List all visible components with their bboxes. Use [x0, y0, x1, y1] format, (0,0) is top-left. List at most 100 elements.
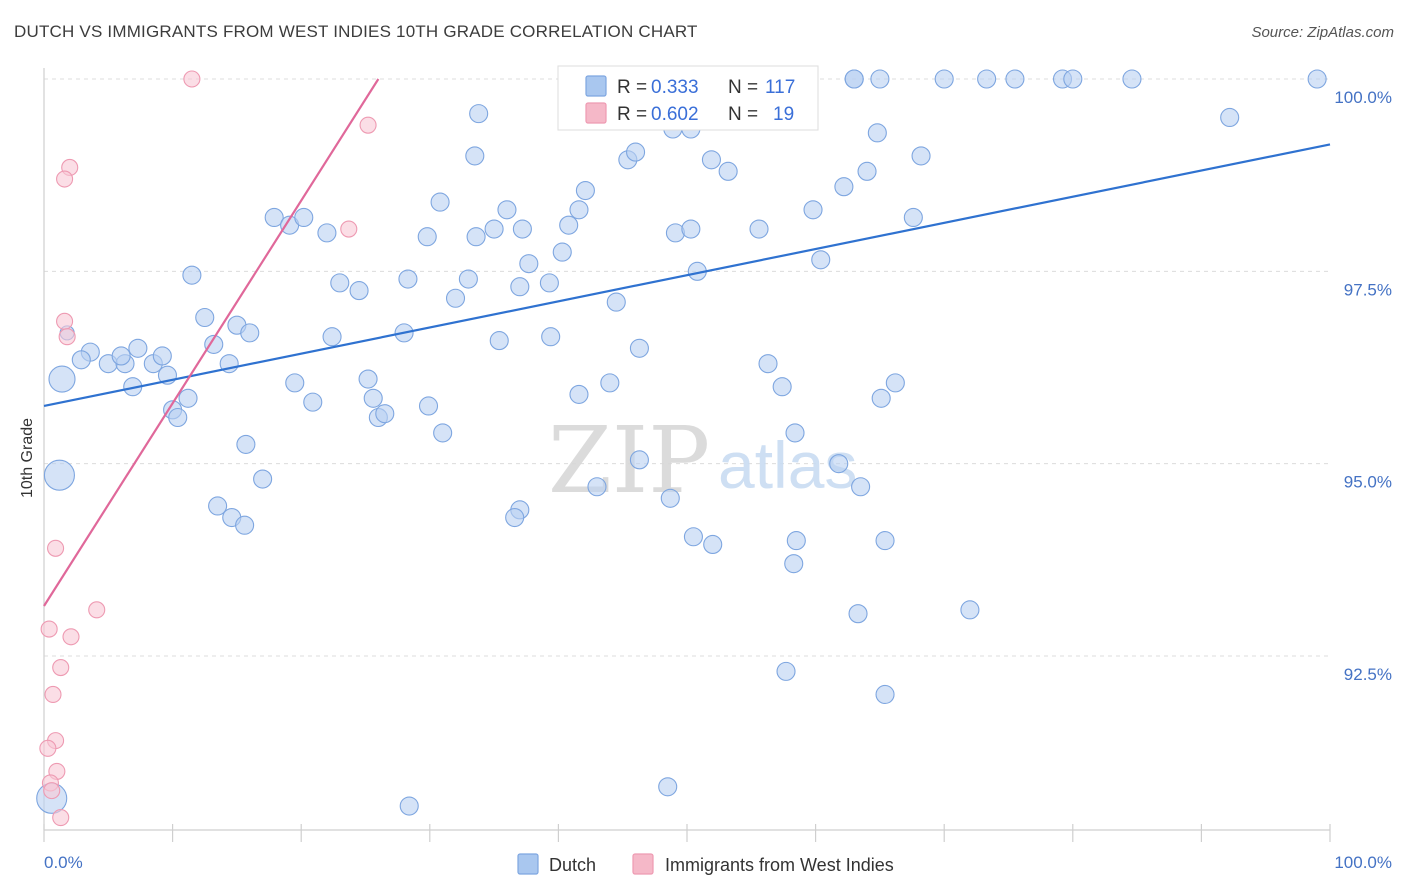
dutch-point-107 — [660, 488, 680, 508]
dutch-point-98 — [1063, 69, 1083, 89]
dutch-point-50 — [489, 331, 509, 351]
dutch-point-115 — [848, 604, 868, 624]
x-tick-label-1: 100.0% — [1334, 853, 1392, 872]
dutch-point-116 — [960, 600, 980, 620]
dutch-point-35 — [358, 369, 378, 389]
y-tick-label-1: 97.5% — [1344, 280, 1392, 299]
legend-n-value-2: 19 — [773, 104, 794, 125]
trend-lines — [43, 78, 1331, 607]
dutch-trend-line — [43, 143, 1331, 408]
dutch-point-67 — [469, 104, 489, 124]
dutch-point-108 — [683, 527, 703, 547]
dutch-point-17 — [195, 307, 215, 328]
dutch-point-64 — [606, 292, 626, 312]
x-tick-label-0: 0.0% — [44, 853, 83, 872]
watermark-zip: ZIP — [548, 407, 710, 514]
dutch-point-91 — [885, 373, 905, 393]
dutch-point-16 — [168, 407, 188, 428]
dutch-point-111 — [829, 454, 849, 474]
bottom-legend-swatch-dutch — [517, 853, 539, 875]
dutch-point-106 — [629, 450, 649, 470]
dutch-point-27 — [235, 515, 255, 535]
legend-swatch-dutch — [585, 75, 607, 97]
west-indies-point-5 — [56, 312, 74, 330]
legend-n-label-1: N = — [728, 77, 758, 98]
west-indies-point-6 — [58, 328, 76, 346]
legend-n-value-1: 117 — [765, 77, 795, 98]
chart-title: DUTCH VS IMMIGRANTS FROM WEST INDIES 10T… — [14, 22, 698, 41]
legend-swatch-west-indies — [585, 102, 607, 124]
west-indies-point-14 — [39, 739, 57, 757]
dutch-point-53 — [512, 219, 532, 239]
dutch-point-28 — [264, 207, 284, 228]
dutch-point-82 — [785, 423, 805, 443]
dutch-point-20 — [204, 334, 224, 354]
dutch-point-11 — [128, 338, 148, 358]
dutch-point-25 — [208, 496, 228, 516]
dutch-point-87 — [857, 161, 877, 181]
dutch-point-48 — [458, 269, 478, 289]
dutch-point-118 — [875, 684, 895, 705]
dutch-point-92 — [911, 146, 931, 166]
dutch-point-37 — [303, 392, 323, 412]
west-indies-point-3 — [56, 170, 74, 188]
west-indies-point-7 — [47, 539, 65, 557]
stats-legend: R = 0.333 N = 117 R = 0.602 N = 19 — [557, 65, 819, 131]
west-indies-point-18 — [52, 809, 70, 827]
dutch-point-61 — [575, 181, 595, 201]
dutch-point-34 — [322, 327, 342, 347]
dutch-point-24 — [253, 469, 273, 489]
west-indies-point-11 — [52, 658, 70, 677]
dutch-point-39 — [363, 388, 383, 408]
y-tick-label-0: 100.0% — [1334, 88, 1392, 107]
dutch-point-105 — [505, 507, 525, 528]
dutch-point-101 — [1307, 69, 1327, 89]
dutch-point-59 — [559, 215, 579, 235]
dutch-point-18 — [182, 265, 202, 285]
dutch-point-30 — [294, 207, 314, 228]
dutch-point-90 — [871, 388, 891, 408]
dutch-point-84 — [811, 250, 831, 270]
dutch-point-88 — [867, 123, 887, 143]
dutch-point-96 — [1005, 69, 1025, 89]
dutch-point-5 — [71, 350, 91, 370]
dutch-point-54 — [510, 277, 530, 297]
dutch-point-70 — [626, 142, 646, 162]
dutch-point-52 — [497, 200, 517, 220]
series-legend: Dutch Immigrants from West Indies — [517, 853, 894, 875]
dutch-point-102 — [844, 69, 864, 89]
dutch-point-99 — [1122, 69, 1142, 89]
dutch-point-42 — [398, 269, 418, 289]
dutch-point-44 — [430, 192, 450, 212]
dutch-point-94 — [934, 69, 954, 89]
dutch-point-103 — [587, 477, 607, 497]
dutch-point-113 — [875, 531, 895, 551]
dutch-point-36 — [285, 373, 305, 393]
west-indies-point-1 — [359, 116, 377, 134]
dutch-point-83 — [803, 200, 823, 220]
legend-r-label-1: R = — [617, 77, 647, 98]
tick-labels: 100.0% 97.5% 95.0% 92.5% 0.0% 100.0% — [44, 88, 1392, 872]
west-indies-point-8 — [88, 601, 106, 619]
dutch-point-15 — [178, 388, 198, 408]
watermark: ZIP atlas — [548, 407, 857, 514]
bottom-legend-west-indies: Immigrants from West Indies — [665, 855, 894, 875]
west-indies-point-9 — [40, 620, 58, 638]
dutch-point-117 — [776, 661, 796, 681]
dutch-point-100 — [1220, 107, 1240, 128]
west-indies-point-12 — [44, 685, 62, 704]
dutch-point-22 — [240, 323, 260, 343]
dutch-point-33 — [349, 281, 369, 301]
dutch-point-79 — [749, 219, 769, 239]
dutch-point-78 — [718, 161, 738, 181]
legend-r-label-2: R = — [617, 104, 647, 125]
bottom-legend-swatch-west-indies — [632, 853, 654, 875]
dutch-point-93 — [903, 207, 923, 228]
dutch-point-46 — [418, 396, 439, 416]
dutch-point-66 — [465, 146, 485, 166]
source-label: Source: ZipAtlas.com — [1251, 24, 1394, 41]
dutch-point-55 — [519, 254, 539, 274]
dutch-point-31 — [317, 223, 337, 243]
bottom-legend-dutch: Dutch — [549, 855, 596, 875]
